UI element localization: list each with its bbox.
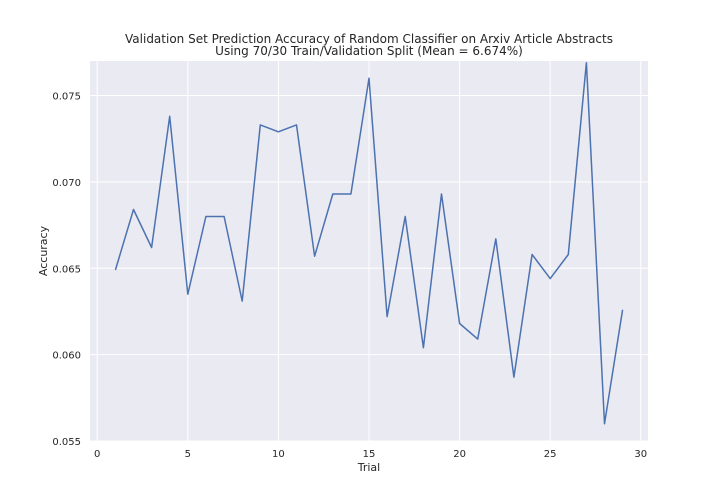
x-axis-label: Trial: [357, 461, 380, 474]
gridlines: [90, 61, 648, 442]
y-axis-label: Accuracy: [37, 225, 50, 276]
x-tick-label: 0: [94, 449, 100, 460]
x-tick-label: 25: [544, 449, 557, 460]
x-tick-label: 20: [453, 449, 466, 460]
x-tick-label: 5: [185, 449, 191, 460]
y-tick-label: 0.060: [52, 351, 81, 362]
x-tick-label: 10: [272, 449, 285, 460]
y-tick-label: 0.075: [52, 92, 81, 103]
accuracy-line: [114, 61, 624, 425]
x-tick-label: 30: [634, 449, 647, 460]
y-tick-label: 0.070: [52, 178, 81, 189]
x-tick-labels: 0 5 10 15 20 25 30: [94, 449, 647, 460]
x-tick-label: 15: [363, 449, 376, 460]
chart-title: Validation Set Prediction Accuracy of Ra…: [125, 32, 613, 46]
chart-subtitle: Using 70/30 Train/Validation Split (Mean…: [215, 44, 523, 58]
y-tick-labels: 0.055 0.060 0.065 0.070 0.075: [52, 92, 81, 448]
y-tick-label: 0.055: [52, 437, 81, 448]
y-tick-label: 0.065: [52, 264, 81, 275]
